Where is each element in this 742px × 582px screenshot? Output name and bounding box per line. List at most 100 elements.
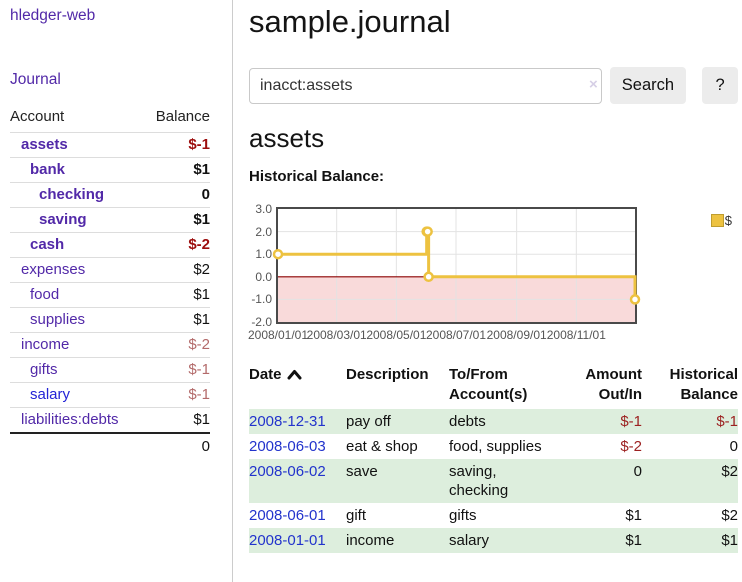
y-tick-label: 2.0 xyxy=(255,224,272,239)
account-row: bank $1 xyxy=(10,157,210,182)
y-tick-label: 3.0 xyxy=(255,202,272,216)
x-tick-label: 2008/09/01 xyxy=(486,328,547,342)
account-balance: $-1 xyxy=(188,136,210,153)
account-row: salary $-1 xyxy=(10,382,210,407)
main-content: sample.journal × Search ? assets Histori… xyxy=(247,0,738,553)
x-tick-label: 2008/11/01 xyxy=(546,328,606,342)
clear-search-icon[interactable]: × xyxy=(589,76,598,93)
account-row: gifts $-1 xyxy=(10,357,210,382)
account-balance: $1 xyxy=(193,211,210,228)
account-link-salary[interactable]: salary xyxy=(30,386,71,403)
transaction-row: 2008-01-01 income salary $1 $1 xyxy=(249,528,738,553)
transaction-balance: $2 xyxy=(721,463,738,480)
page-title: sample.journal xyxy=(249,4,451,39)
transaction-date-link[interactable]: 2008-06-01 xyxy=(249,507,326,524)
transaction-amount: $1 xyxy=(625,507,642,524)
search-form: × Search ? xyxy=(249,67,738,104)
account-link-income[interactable]: income xyxy=(21,336,70,353)
transaction-date-link[interactable]: 2008-01-01 xyxy=(249,532,326,549)
chart-title: Historical Balance: xyxy=(249,168,385,185)
column-header-date-label: Date xyxy=(249,366,282,383)
transaction-description: eat & shop xyxy=(346,438,418,455)
account-balance: $-1 xyxy=(188,386,210,403)
accounts-header-balance: Balance xyxy=(155,108,210,125)
account-link-expenses[interactable]: expenses xyxy=(21,261,86,278)
account-link-supplies[interactable]: supplies xyxy=(30,311,86,328)
accounts-table-header: Account Balance xyxy=(10,103,210,132)
transaction-row: 2008-06-02 save saving, checking 0 $2 xyxy=(249,459,738,503)
transaction-accounts: gifts xyxy=(449,507,477,524)
account-page-title: assets xyxy=(249,123,325,153)
chart-plot[interactable] xyxy=(272,207,641,324)
column-header-description: Description xyxy=(346,366,429,383)
x-tick-label: 2008/03/01 xyxy=(306,328,367,342)
account-balance: $-2 xyxy=(188,236,210,253)
column-header-date: Date xyxy=(249,361,346,409)
transaction-balance: $2 xyxy=(721,507,738,524)
transaction-balance: 0 xyxy=(729,438,738,455)
y-tick-label: -2.0 xyxy=(251,315,272,329)
account-link-bank[interactable]: bank xyxy=(30,161,66,178)
account-row: assets $-1 xyxy=(10,132,210,157)
transaction-row: 2008-06-03 eat & shop food, supplies $-2… xyxy=(249,434,738,459)
search-input[interactable] xyxy=(249,67,602,104)
accounts-table: Account Balance assets $-1 bank $1 check… xyxy=(10,103,210,459)
y-tick-label: -1.0 xyxy=(251,292,272,307)
search-button[interactable]: Search xyxy=(609,67,687,104)
sidebar-item-journal[interactable]: Journal xyxy=(10,71,61,88)
account-balance: $1 xyxy=(193,411,210,428)
y-tick-label: 1.0 xyxy=(255,247,272,262)
column-header-balance: Historical Balance xyxy=(669,366,738,403)
account-balance: $1 xyxy=(193,286,210,303)
x-tick-label: 2008/05/01 xyxy=(366,328,427,342)
transaction-amount: $1 xyxy=(625,532,642,549)
account-balance: $2 xyxy=(193,261,210,278)
y-tick-label: 0.0 xyxy=(255,269,272,284)
account-row: cash $-2 xyxy=(10,232,210,257)
transaction-amount: $-1 xyxy=(620,413,642,430)
account-link-checking[interactable]: checking xyxy=(39,186,105,203)
accounts-header-account: Account xyxy=(10,108,65,125)
account-row: supplies $1 xyxy=(10,307,210,332)
transaction-date-link[interactable]: 2008-12-31 xyxy=(249,413,326,430)
transaction-description: save xyxy=(346,463,378,480)
x-tick-label: 2008/01/01 xyxy=(247,328,309,342)
account-link-gifts[interactable]: gifts xyxy=(30,361,58,378)
transaction-accounts: salary xyxy=(449,532,490,549)
legend-swatch xyxy=(710,214,724,227)
transaction-date-link[interactable]: 2008-06-02 xyxy=(249,463,326,480)
transaction-description: income xyxy=(346,532,395,549)
transaction-amount: $-2 xyxy=(620,438,642,455)
register-table: Date Description To/From Account(s) Amou… xyxy=(249,361,738,553)
account-link-food[interactable]: food xyxy=(30,286,60,303)
account-row: expenses $2 xyxy=(10,257,210,282)
transaction-row: 2008-12-31 pay off debts $-1 $-1 xyxy=(249,409,738,434)
register-header-row: Date Description To/From Account(s) Amou… xyxy=(249,361,738,409)
transaction-description: pay off xyxy=(346,413,391,430)
account-balance: 0 xyxy=(201,186,210,203)
account-link-saving[interactable]: saving xyxy=(39,211,87,228)
transaction-date-link[interactable]: 2008-06-03 xyxy=(249,438,326,455)
account-balance: $1 xyxy=(193,161,210,178)
sidebar: hledger-web Journal Account Balance asse… xyxy=(0,0,233,582)
account-row: food $1 xyxy=(10,282,210,307)
transaction-accounts: debts xyxy=(449,413,486,430)
transaction-balance: $1 xyxy=(721,532,738,549)
account-balance: $-2 xyxy=(188,336,210,353)
transaction-description: gift xyxy=(346,507,367,524)
account-link-assets[interactable]: assets xyxy=(21,136,68,153)
transaction-amount: 0 xyxy=(633,463,642,480)
legend-label: $ xyxy=(724,213,732,228)
transaction-accounts: food, supplies xyxy=(449,438,542,455)
account-row: checking 0 xyxy=(10,182,210,207)
accounts-total-value: 0 xyxy=(201,438,210,455)
app-title-link[interactable]: hledger-web xyxy=(10,7,96,24)
sort-ascending-icon xyxy=(287,370,302,380)
account-link-liabilities-debts[interactable]: liabilities:debts xyxy=(21,411,119,428)
column-header-accounts: To/From Account(s) xyxy=(449,366,528,403)
account-row: liabilities:debts $1 xyxy=(10,407,210,432)
help-button[interactable]: ? xyxy=(702,67,738,104)
x-tick-label: 2008/07/01 xyxy=(425,328,487,342)
column-header-amount: Amount Out/In xyxy=(585,366,642,403)
account-link-cash[interactable]: cash xyxy=(30,236,65,253)
